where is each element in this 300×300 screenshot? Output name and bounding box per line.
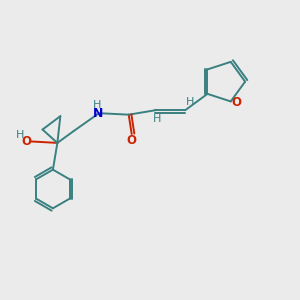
Text: N: N [93,107,103,120]
Text: H: H [16,130,24,140]
Text: O: O [127,134,137,147]
Text: O: O [231,96,241,110]
Text: H: H [185,97,194,107]
Text: H: H [92,100,101,110]
Text: O: O [21,135,31,148]
Text: H: H [153,113,161,124]
